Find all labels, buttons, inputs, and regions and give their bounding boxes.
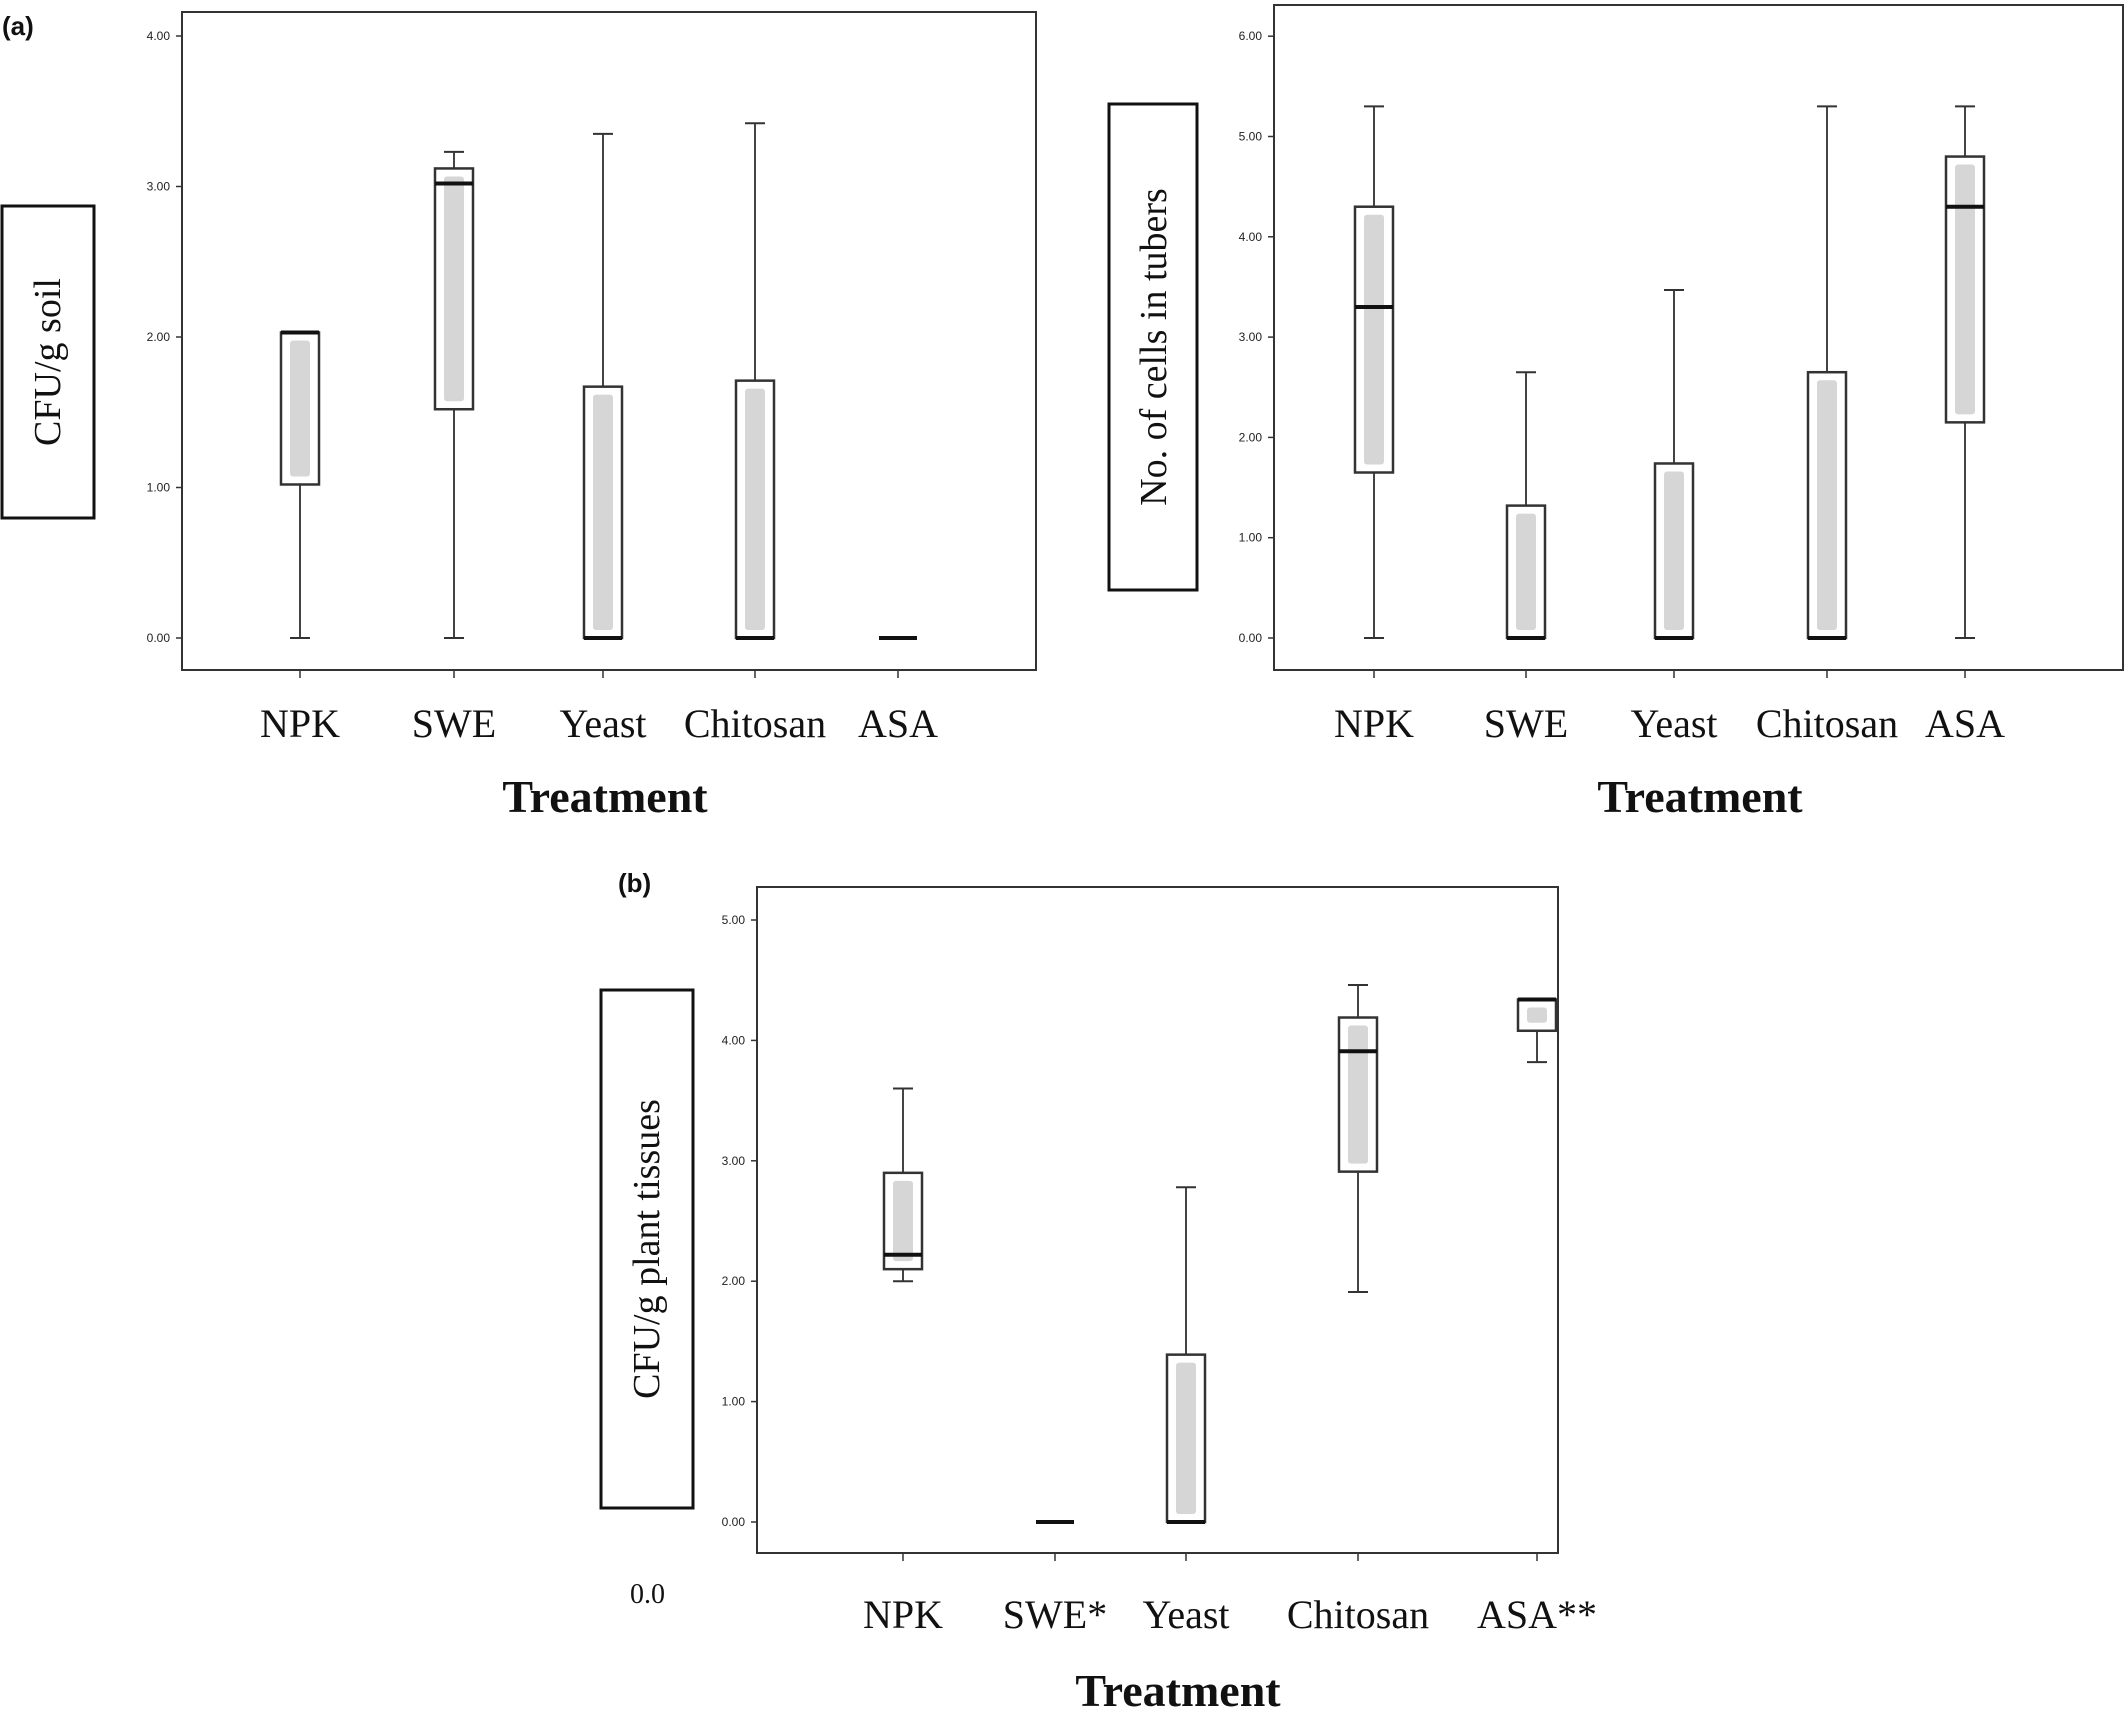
category-label: Yeast — [1142, 1592, 1229, 1637]
y-tick-label: 1.00 — [147, 481, 171, 495]
box-fill — [1176, 1362, 1196, 1514]
box-fill — [1348, 1025, 1368, 1164]
xlabel-cfu-plant: Treatment — [1075, 1665, 1281, 1716]
box-fill — [1364, 214, 1384, 465]
ylabel-box-cells-tubers — [1107, 102, 1199, 592]
plot-cfu-soil: 0.00 1.00 2.00 3.00 4.00 NPK SWE Yeast Chitosan A… — [147, 11, 1037, 746]
y-tick-label: 3.00 — [722, 1154, 746, 1168]
y-tick-label: 4.00 — [722, 1033, 746, 1047]
plot-cfu-plant: 0.00 1.00 2.00 3.00 4.00 5.00 NPK SWE* Yeast Chit… — [722, 886, 1597, 1637]
box-fill — [893, 1180, 913, 1262]
y-tick-label: 3.00 — [147, 180, 171, 194]
panel-b-label: (b) — [618, 868, 651, 898]
category-label: Yeast — [1630, 701, 1717, 746]
y-tick-label: 2.00 — [1239, 430, 1263, 444]
category-label: NPK — [863, 1592, 943, 1637]
box-fill — [1955, 164, 1975, 415]
category-label: NPK — [260, 701, 340, 746]
box-fill — [444, 176, 464, 402]
category-label: SWE — [1484, 701, 1568, 746]
box-fill — [1817, 380, 1837, 630]
plot-frame — [756, 886, 1559, 1554]
y-tick-label: 1.00 — [722, 1395, 746, 1409]
box-fill — [745, 388, 765, 630]
box-fill — [593, 394, 613, 630]
plot-frame — [181, 11, 1037, 671]
y-tick-label: 1.00 — [1239, 531, 1263, 545]
category-label: ASA** — [1477, 1592, 1597, 1637]
box-fill — [290, 340, 310, 477]
box-fill — [1664, 471, 1684, 630]
box-fill — [1516, 513, 1536, 630]
ylabel-cfu-plant: CFU/g plant tissues — [626, 1099, 668, 1399]
box-fill — [1527, 1007, 1547, 1023]
extra-zero-label: 0.0 — [630, 1579, 665, 1610]
y-tick-label: 4.00 — [1239, 230, 1263, 244]
y-tick-label: 0.00 — [722, 1515, 746, 1529]
category-label: SWE* — [1003, 1592, 1107, 1637]
y-tick-label: 4.00 — [147, 29, 171, 43]
category-label: ASA — [858, 701, 938, 746]
panel-a-label: (a) — [2, 11, 34, 41]
y-tick-label: 6.00 — [1239, 29, 1263, 43]
ylabel-box-cfu-plant — [599, 988, 695, 1510]
category-label: Yeast — [559, 701, 646, 746]
y-tick-label: 0.00 — [1239, 631, 1263, 645]
plot-frame — [1273, 4, 2124, 671]
y-tick-label: 2.00 — [722, 1274, 746, 1288]
y-tick-label: 5.00 — [722, 913, 746, 927]
category-label: Chitosan — [684, 701, 826, 746]
xlabel-cells-tubers: Treatment — [1597, 771, 1803, 822]
category-label: NPK — [1334, 701, 1414, 746]
category-label: SWE — [412, 701, 496, 746]
category-label: ASA — [1925, 701, 2005, 746]
ylabel-cells-tubers: No. of cells in tubers — [1133, 188, 1175, 506]
y-tick-label: 0.00 — [147, 631, 171, 645]
category-label: Chitosan — [1287, 1592, 1429, 1637]
y-tick-label: 3.00 — [1239, 330, 1263, 344]
category-label: Chitosan — [1756, 701, 1898, 746]
ylabel-box-cfu-soil — [0, 204, 96, 520]
xlabel-cfu-soil: Treatment — [502, 771, 708, 822]
ylabel-cfu-soil: CFU/g soil — [27, 278, 69, 446]
plot-cells-tubers: 0.00 1.00 2.00 3.00 4.00 5.00 6.00 NPK SWE Yeast C… — [1239, 4, 2124, 746]
y-tick-label: 5.00 — [1239, 130, 1263, 144]
y-tick-label: 2.00 — [147, 330, 171, 344]
